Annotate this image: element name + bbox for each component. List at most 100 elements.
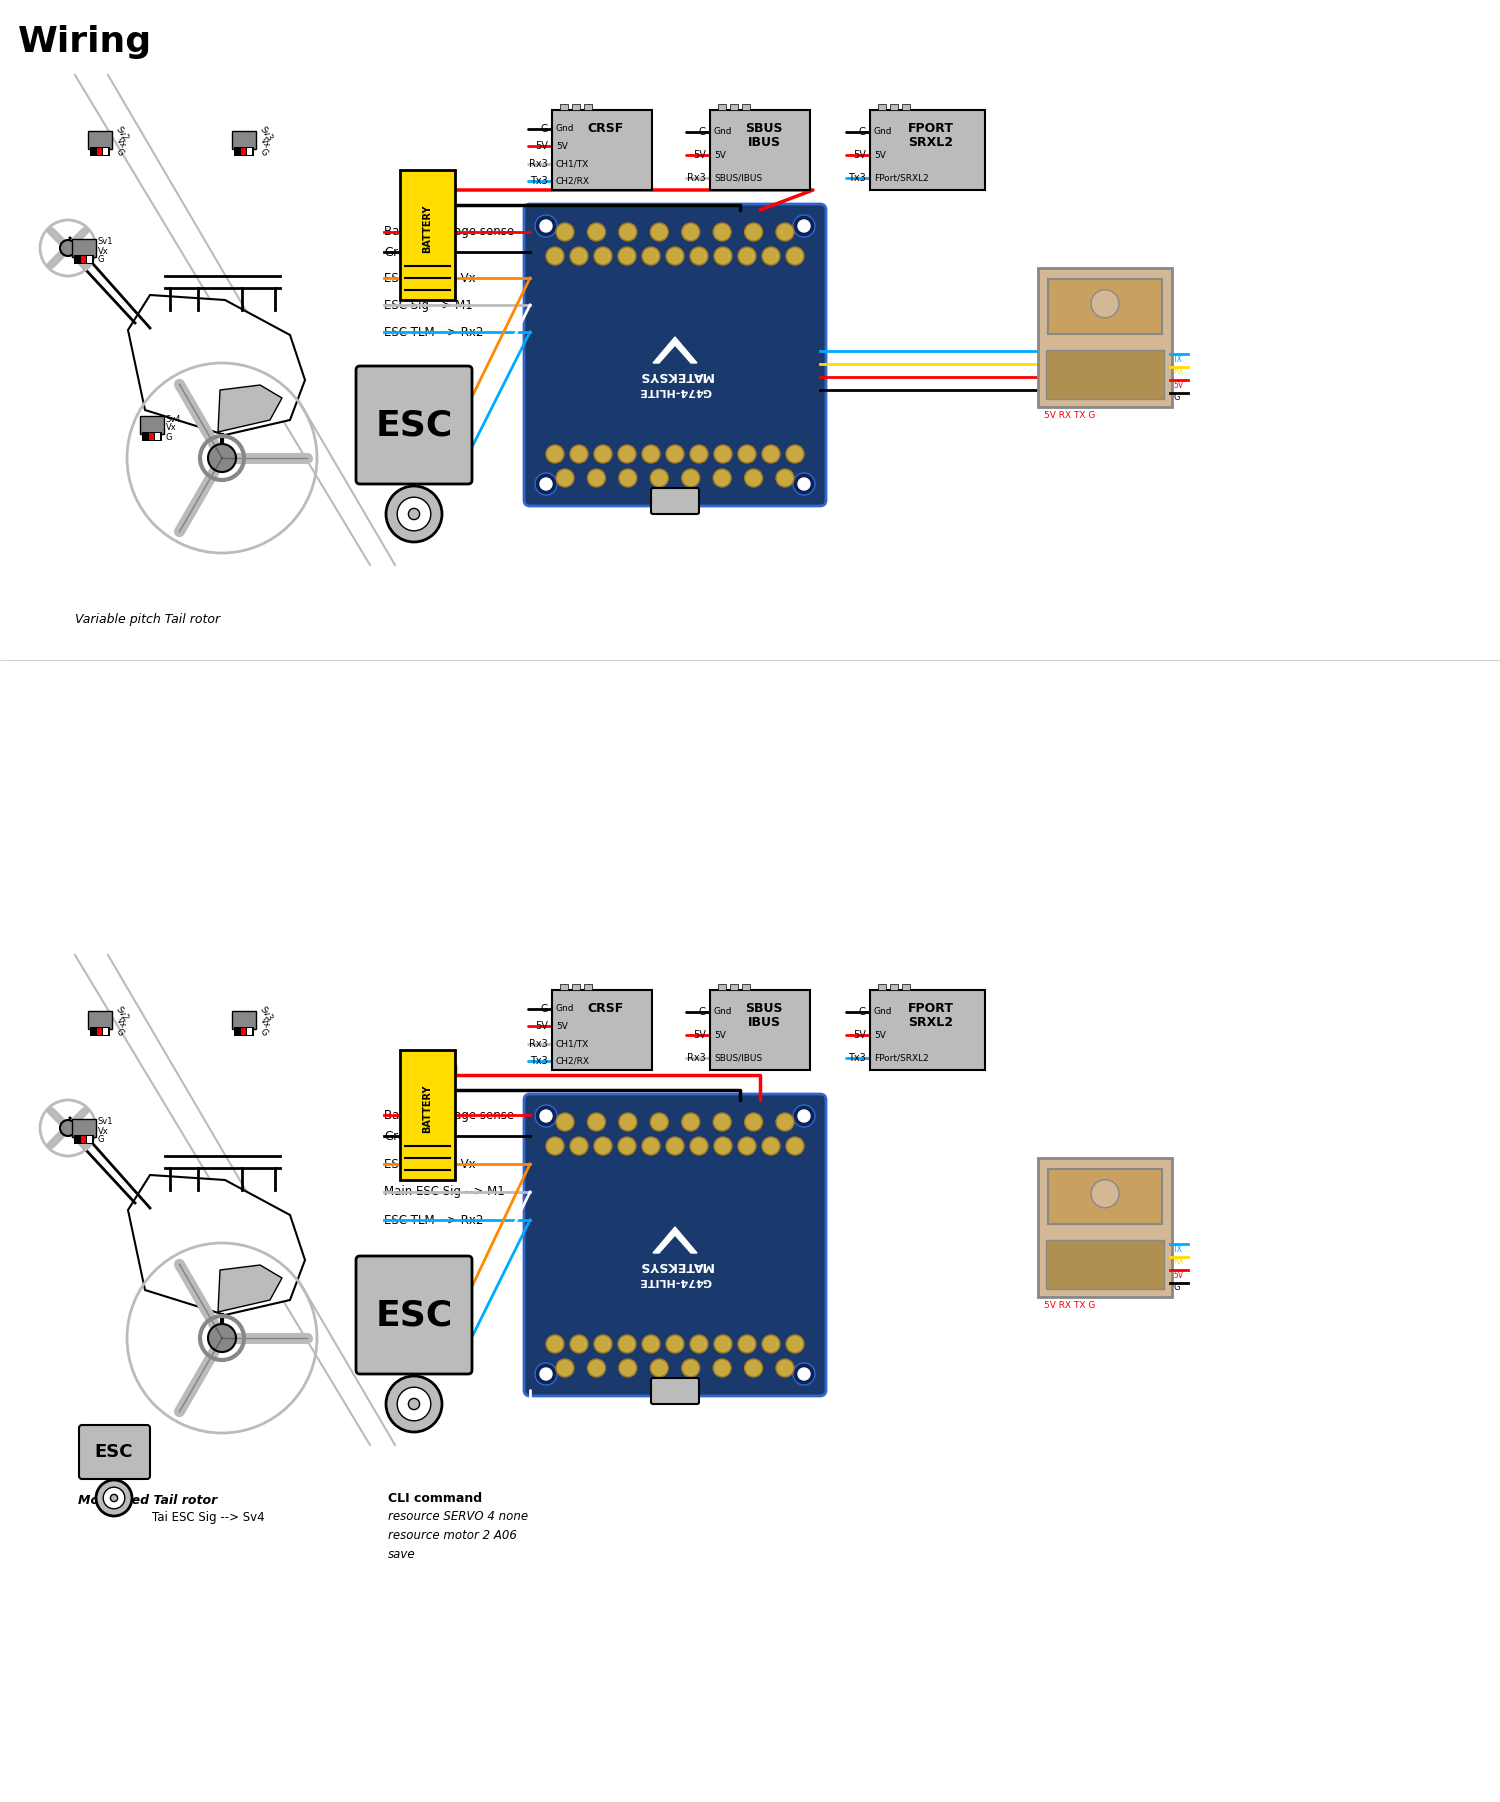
Text: Rx3: Rx3 [687,173,706,184]
Text: G: G [858,1007,865,1016]
Circle shape [738,1137,756,1155]
FancyBboxPatch shape [870,110,986,189]
Bar [234,148,254,157]
Text: Sv3: Sv3 [258,1006,274,1024]
Circle shape [651,1114,669,1132]
Circle shape [794,1362,814,1386]
Text: RX: RX [1173,1258,1184,1267]
Circle shape [794,472,814,496]
Circle shape [798,220,810,232]
Text: IBUS: IBUS [747,135,780,148]
Text: SBUS/IBUS: SBUS/IBUS [714,173,762,182]
Circle shape [570,247,588,265]
Bar [98,1027,102,1034]
Text: 5V: 5V [556,142,568,151]
Text: Tai ESC Sig --> Sv4: Tai ESC Sig --> Sv4 [152,1512,264,1524]
Circle shape [786,1335,804,1353]
Polygon shape [128,296,304,434]
Circle shape [620,223,638,241]
FancyBboxPatch shape [1046,1240,1164,1288]
Circle shape [762,1137,780,1155]
Circle shape [618,1335,636,1353]
Circle shape [744,223,762,241]
Text: Rx3: Rx3 [530,159,548,169]
Circle shape [540,1110,552,1123]
Circle shape [776,469,794,487]
Circle shape [408,508,420,519]
Polygon shape [217,1265,282,1312]
Bar [560,984,568,989]
Text: 5V: 5V [714,1031,726,1040]
Text: FPORT: FPORT [908,121,954,135]
Text: Gnd: Gnd [874,128,892,137]
Circle shape [620,1359,638,1377]
Bar [248,1027,252,1034]
Bar [890,105,898,110]
Circle shape [570,1137,588,1155]
Circle shape [536,1105,556,1126]
Text: ESC BEC --> Vx: ESC BEC --> Vx [384,1157,476,1171]
Bar [142,432,148,440]
Circle shape [556,1114,574,1132]
Text: 5V: 5V [1173,1270,1184,1279]
Bar [242,148,246,155]
Polygon shape [217,386,282,432]
Circle shape [96,1479,132,1515]
Text: TX: TX [1173,355,1184,364]
Circle shape [209,443,236,472]
Circle shape [588,1114,606,1132]
Text: Sv2: Sv2 [114,124,130,142]
Circle shape [546,247,564,265]
Bar [742,105,750,110]
Text: ESC: ESC [94,1443,134,1461]
Bar [878,984,886,989]
Bar [584,105,592,110]
Bar [92,148,96,155]
Bar [236,148,240,155]
Circle shape [588,1359,606,1377]
Circle shape [738,1335,756,1353]
Text: Sv3: Sv3 [258,124,274,142]
Text: Variable pitch Tail rotor: Variable pitch Tail rotor [75,613,220,627]
Circle shape [681,223,699,241]
Circle shape [570,445,588,463]
Text: 5V: 5V [556,1022,568,1031]
Bar [87,1135,92,1142]
Text: ESC Sig --> M1: ESC Sig --> M1 [384,299,472,312]
Circle shape [666,247,684,265]
Text: BATTERY: BATTERY [423,1085,432,1133]
Text: Rx3: Rx3 [687,1054,706,1063]
Text: MATEKSYS: MATEKSYS [638,368,712,382]
Bar [572,984,580,989]
Bar [234,1027,254,1036]
Circle shape [744,1114,762,1132]
Circle shape [209,1324,236,1352]
Circle shape [714,247,732,265]
Text: SRXL2: SRXL2 [909,135,954,148]
Text: FPort/SRXL2: FPort/SRXL2 [874,173,928,182]
Text: SBUS/IBUS: SBUS/IBUS [714,1054,762,1063]
Circle shape [738,445,756,463]
FancyBboxPatch shape [72,240,96,258]
Text: 5V: 5V [874,1031,886,1040]
Text: 5V: 5V [853,1031,865,1040]
FancyBboxPatch shape [1038,268,1172,407]
FancyBboxPatch shape [710,989,810,1070]
Bar [104,148,108,155]
FancyBboxPatch shape [651,1379,699,1404]
Text: Gnd: Gnd [556,1004,574,1013]
Text: SRXL2: SRXL2 [909,1016,954,1029]
FancyBboxPatch shape [552,110,652,189]
Circle shape [618,247,636,265]
Text: Battery voltage sense: Battery voltage sense [384,1108,514,1121]
Circle shape [762,445,780,463]
Circle shape [540,1368,552,1380]
Circle shape [666,445,684,463]
Circle shape [540,220,552,232]
Circle shape [762,247,780,265]
Text: FPort/SRXL2: FPort/SRXL2 [874,1054,928,1063]
Circle shape [104,1487,125,1508]
Circle shape [642,247,660,265]
Text: G: G [114,146,125,157]
FancyBboxPatch shape [400,169,454,299]
